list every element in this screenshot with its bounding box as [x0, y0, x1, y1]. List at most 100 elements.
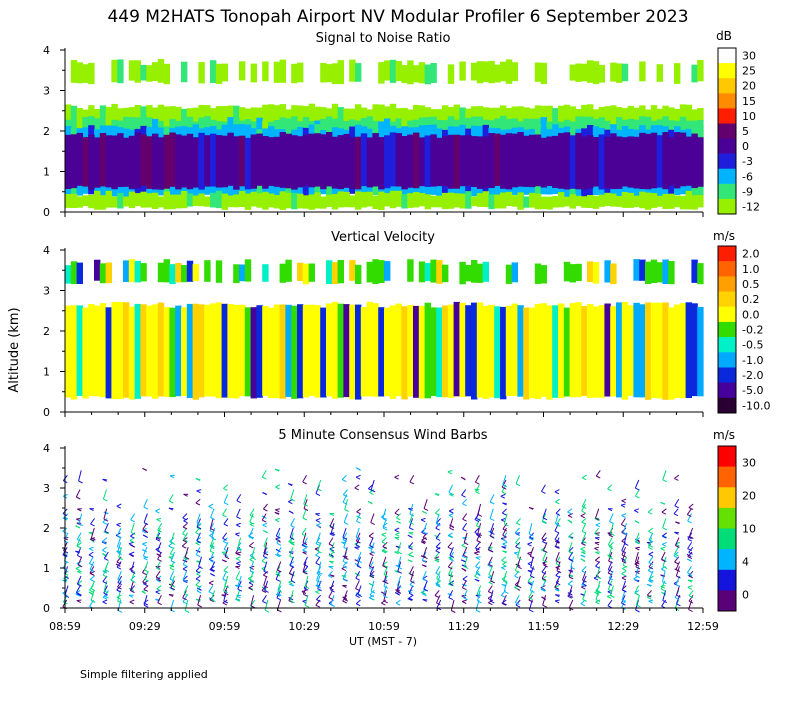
wind-barb	[515, 538, 519, 543]
wind-barb	[170, 571, 174, 579]
heatmap-cell	[471, 196, 477, 206]
wind-barb-flag	[408, 535, 412, 537]
heatmap-cell	[135, 304, 141, 399]
wind-barb-flag	[198, 605, 202, 607]
wind-barb-flag	[395, 477, 399, 479]
wind-barb-flag	[250, 560, 254, 562]
wind-barb-flag	[236, 563, 240, 565]
heatmap-cell	[216, 135, 222, 187]
colorbar-swatch	[718, 199, 736, 214]
heatmap-cell	[372, 303, 378, 397]
wind-barb-flag	[689, 610, 693, 612]
colorbar-label: -12	[742, 201, 760, 214]
wind-barb-flag	[236, 559, 240, 561]
wind-barb-flag	[169, 546, 173, 548]
heatmap-cell	[604, 304, 610, 397]
heatmap-cell	[320, 197, 326, 209]
wind-barb-flag	[568, 516, 572, 518]
heatmap-cell	[140, 304, 146, 396]
wind-barb	[79, 470, 82, 481]
colorbar-label: 0.2	[742, 293, 760, 306]
colorbar-swatch	[718, 446, 736, 467]
heatmap-cell	[529, 135, 535, 187]
wind-barb-flag	[622, 501, 626, 503]
heatmap-cell	[314, 133, 320, 186]
wind-barb-flag	[674, 556, 678, 558]
wind-barb	[356, 600, 360, 604]
heatmap-cell	[581, 64, 587, 82]
wind-barb-flag	[223, 603, 227, 605]
heatmap-cell	[506, 306, 512, 396]
y-tick-label: 1	[43, 366, 50, 379]
heatmap-cell	[355, 305, 361, 400]
heatmap-cell	[169, 264, 175, 284]
colorbar-swatch	[718, 368, 736, 384]
heatmap-cell	[691, 260, 697, 283]
heatmap-cell	[222, 304, 228, 398]
wind-barb-flag	[223, 488, 227, 490]
wind-barb	[316, 557, 320, 563]
wind-barb-flag	[183, 569, 187, 571]
heatmap-cell	[227, 196, 233, 208]
wind-barb-flag	[568, 584, 572, 586]
wind-barb-flag	[356, 596, 360, 598]
heatmap-cell	[500, 193, 506, 209]
heatmap-cell	[158, 263, 164, 283]
heatmap-cell	[326, 195, 332, 207]
heatmap-cell	[657, 135, 663, 187]
heatmap-cell	[459, 62, 465, 81]
heatmap-cell	[245, 307, 251, 396]
heatmap-cell	[338, 191, 344, 207]
wind-barb-flag	[275, 510, 279, 512]
heatmap-cell	[517, 106, 523, 122]
heatmap-cell	[401, 136, 407, 189]
heatmap-cell	[204, 260, 210, 282]
heatmap-cell	[222, 136, 228, 188]
wind-barb-flag	[356, 477, 360, 479]
colorbar-swatch	[718, 508, 736, 529]
heatmap-cell	[280, 191, 286, 210]
colorbar-swatch	[718, 590, 736, 611]
wind-barb-flag	[315, 555, 319, 557]
heatmap-cell	[82, 64, 88, 83]
heatmap-cell	[442, 265, 448, 283]
wind-barb	[689, 504, 693, 508]
wind-barb-flag	[79, 481, 83, 483]
wind-barb-flag	[555, 601, 559, 603]
heatmap-cell	[541, 63, 547, 84]
y-tick-label: 1	[43, 562, 50, 575]
heatmap-cell	[529, 308, 535, 399]
heatmap-cell	[175, 306, 181, 397]
wind-barb-flag	[635, 488, 639, 490]
wind-barb-flag	[555, 492, 559, 494]
heatmap-cell	[233, 136, 239, 189]
wind-barb-flag	[502, 492, 506, 494]
wind-barb-flag	[145, 570, 149, 572]
wind-barb	[689, 528, 692, 537]
wind-barb-flag	[489, 582, 493, 584]
heatmap-cell	[82, 195, 88, 206]
wind-barb	[608, 485, 612, 489]
heatmap-cell	[483, 107, 489, 122]
heatmap-cell	[378, 260, 384, 283]
wind-barb	[395, 509, 399, 513]
wind-barb	[464, 590, 468, 597]
heatmap-cell	[158, 137, 164, 189]
wind-barb-flag	[490, 519, 494, 521]
heatmap-cell	[483, 262, 489, 282]
heatmap-cell	[674, 132, 680, 188]
wind-barb	[674, 475, 678, 478]
wind-barb	[448, 562, 452, 567]
heatmap-cell	[581, 196, 587, 208]
heatmap-cell	[436, 138, 442, 186]
wind-barb	[249, 542, 253, 546]
heatmap-cell	[332, 262, 338, 284]
wind-barb	[556, 509, 560, 514]
wind-barb	[663, 518, 666, 527]
wind-barb	[211, 590, 214, 599]
heatmap-cell	[697, 60, 703, 81]
wind-barb-flag	[582, 511, 586, 513]
colorbar-swatch	[718, 383, 736, 399]
colorbar-swatch	[718, 398, 736, 414]
heatmap-cell	[546, 106, 552, 123]
